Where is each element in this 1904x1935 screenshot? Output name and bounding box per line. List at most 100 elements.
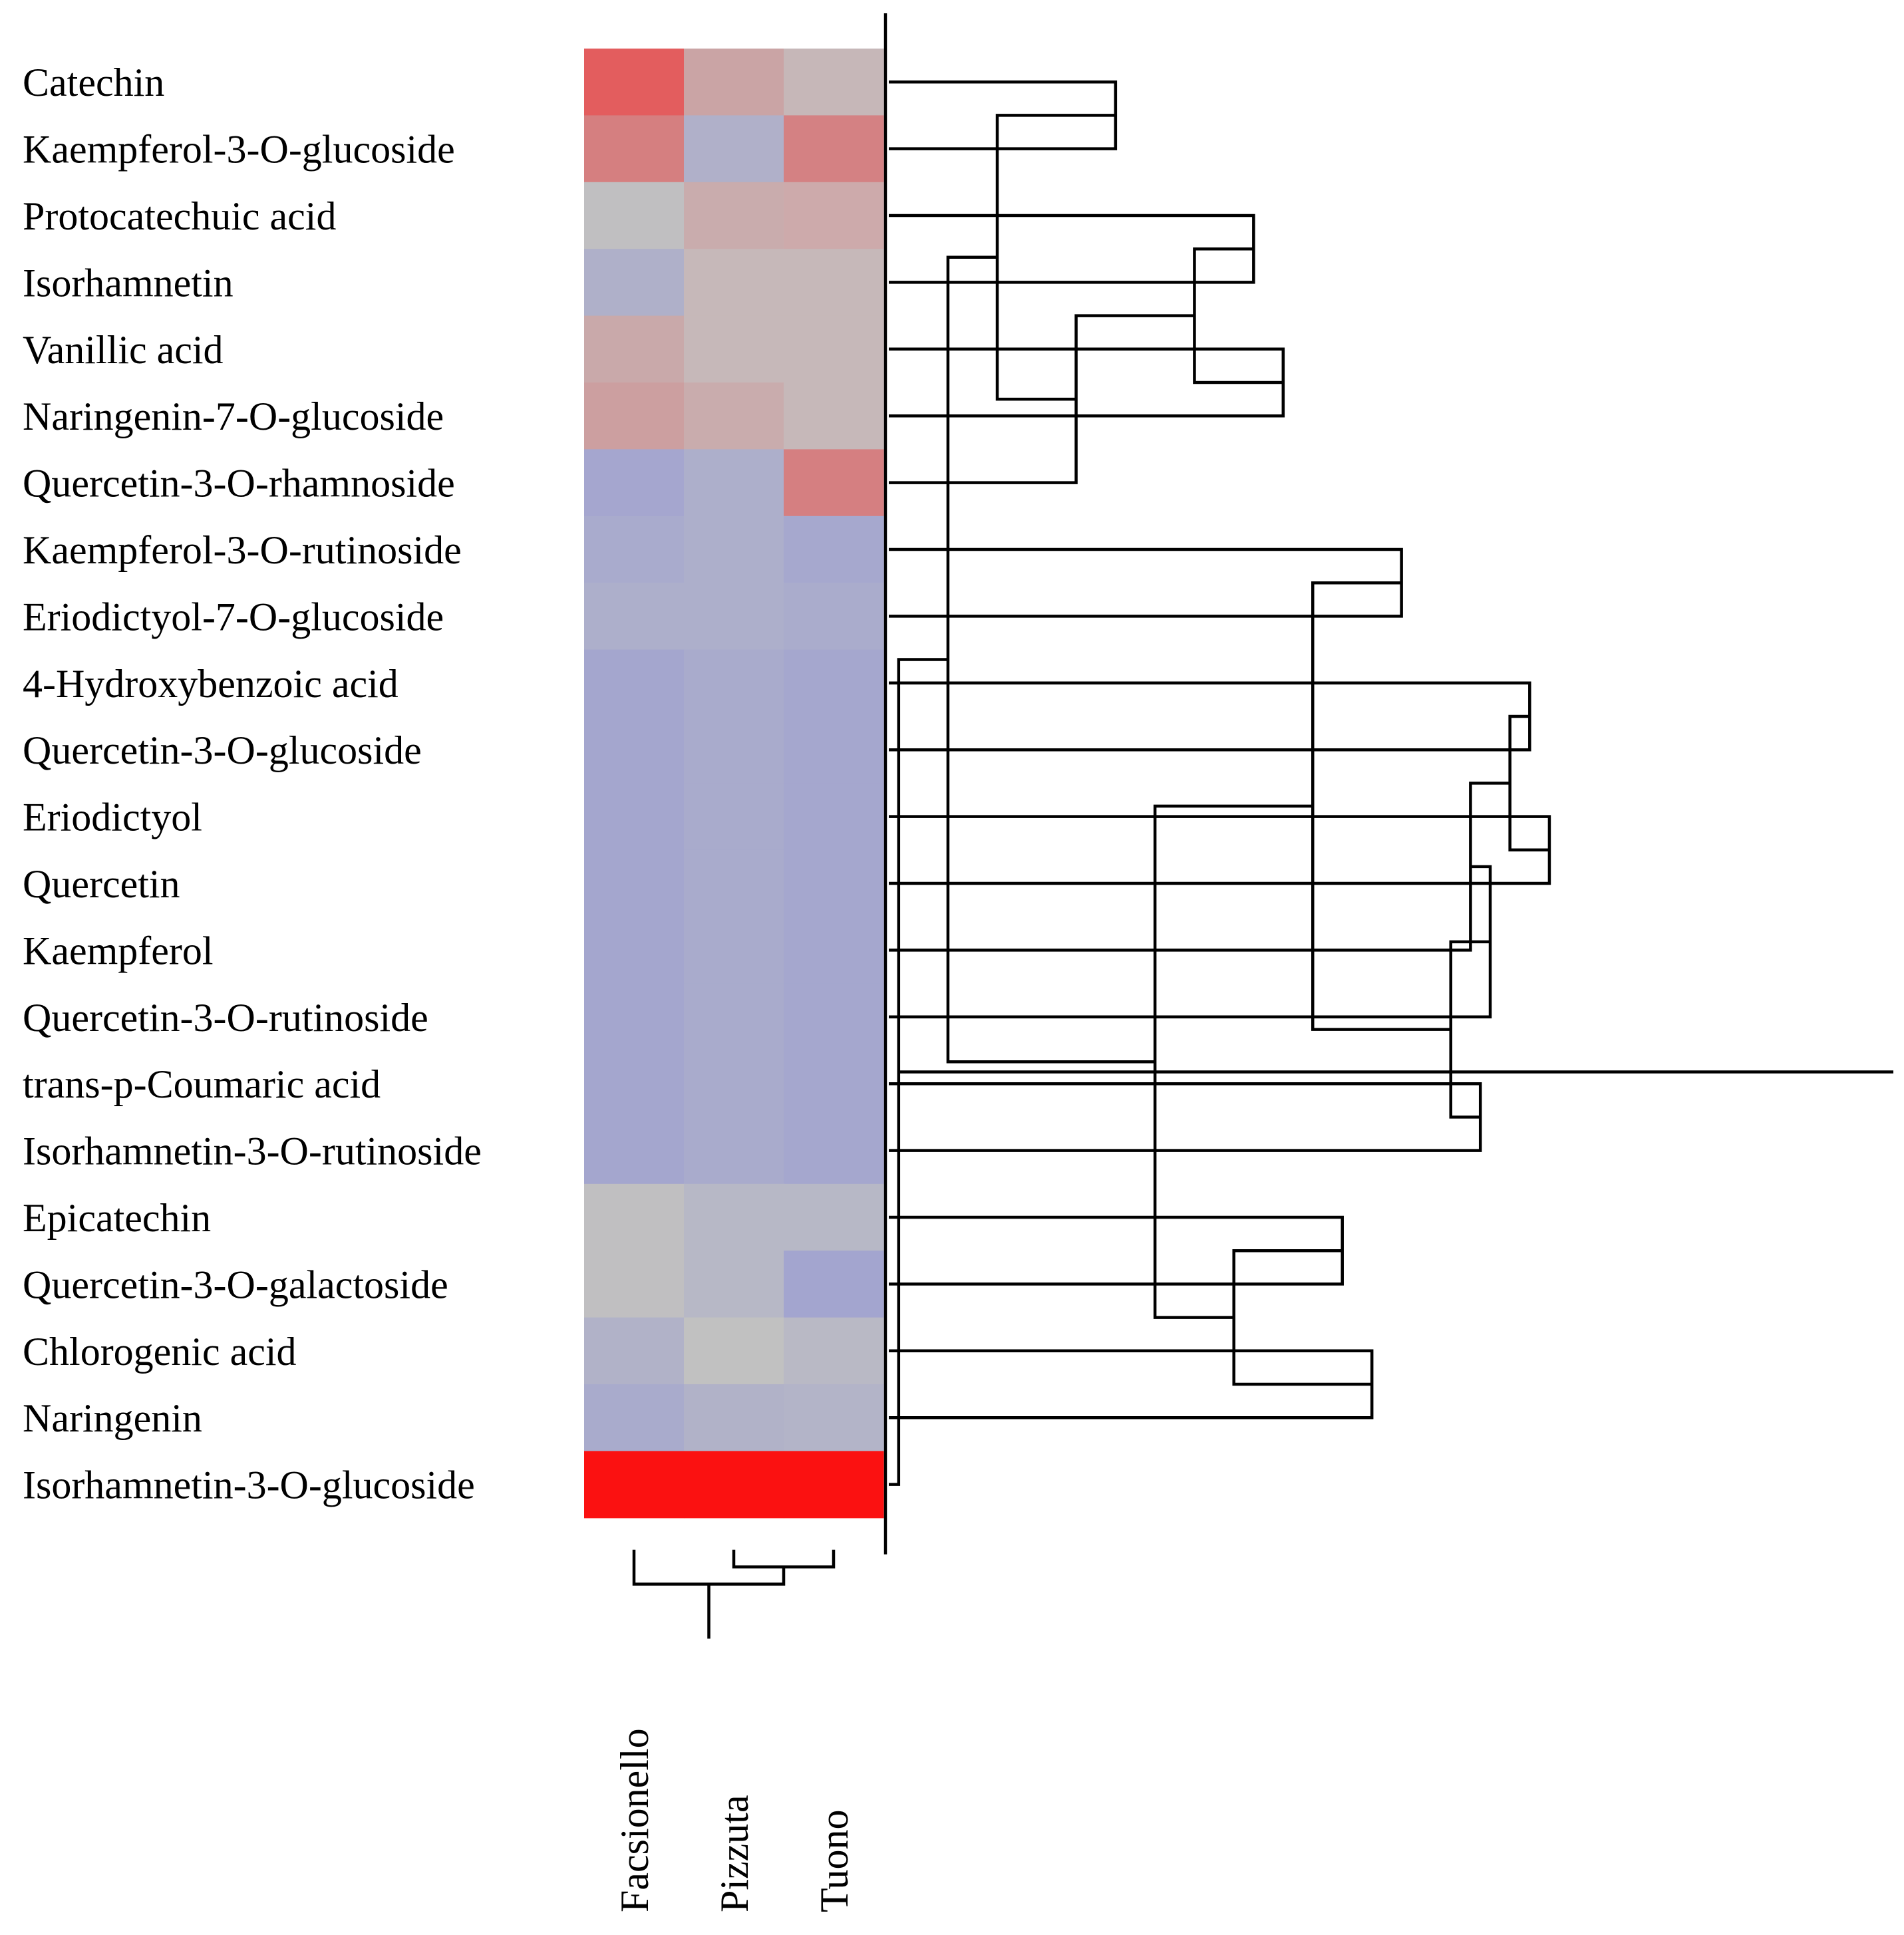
row-label: Kaempferol-3-O-glucoside [23,128,455,172]
heatmap-cell [584,1050,685,1117]
heatmap-cell [784,783,884,851]
heatmap-cell [584,1317,685,1385]
row-dendrogram-branch [1193,247,1283,384]
heatmap-cell [684,516,784,583]
column-label: Facsionello [613,1728,657,1912]
heatmap-cell [584,917,685,984]
heatmap-cell [584,182,685,249]
heatmap-cell [584,583,685,651]
heatmap-cell [684,315,784,383]
heatmap-cell [684,849,784,917]
heatmap-cell [784,182,884,249]
heatmap-cell [684,583,784,651]
row-label: Eriodictyol-7-O-glucoside [23,595,444,639]
heatmap-cell [584,1451,685,1519]
heatmap-cell [784,516,884,583]
heatmap-cell [584,49,685,116]
heatmap-cell [584,849,685,917]
heatmap-cell [584,983,685,1051]
heatmap-cell [784,382,884,450]
heatmap-cell [784,315,884,383]
column-dendrogram-branch [732,1549,836,1568]
heatmap-cell [684,917,784,984]
heatmap-cell [584,783,685,851]
heatmap-cell [684,1117,784,1185]
row-label: Vanillic acid [23,328,224,372]
row-label: 4-Hydroxybenzoic acid [23,662,398,706]
heatmap-cell [784,449,884,517]
heatmap-cell [684,649,784,717]
row-label: Quercetin-3-O-rutinoside [23,996,428,1040]
row-dendrogram [889,80,1893,1486]
heatmap-cell [784,1050,884,1117]
heatmap-cell [584,382,685,450]
heatmap-cell [684,382,784,450]
row-label: Catechin [23,61,164,104]
heatmap-cell [684,49,784,116]
heatmap-cell [584,115,685,183]
heatmap-cell [684,1050,784,1117]
row-dendrogram-branch [889,1082,1482,1152]
row-dendrogram-branch [946,255,1156,1064]
heatmap-cell [684,983,784,1051]
row-label: Quercetin-3-O-galactoside [23,1263,448,1306]
row-dendrogram-branch [889,865,1492,1019]
row-label: Quercetin-3-O-rhamnoside [23,462,455,506]
heatmap-cell [784,249,884,317]
row-label: Isorhamnetin-3-O-rutinoside [23,1129,482,1173]
row-dendrogram-branch [1449,940,1491,1119]
heatmap-cell [784,583,884,651]
row-label: Isorhamnetin-3-O-glucoside [23,1463,475,1507]
row-label: Isorhamnetin [23,261,234,305]
heatmap-cells [584,49,884,1519]
heatmap-cell [784,849,884,917]
heatmap-cell [584,1384,685,1451]
row-dendrogram-branch [995,114,1116,401]
heatmap-cell [784,1183,884,1251]
heatmap-cell [584,1183,685,1251]
row-dendrogram-branch [1232,1249,1372,1386]
row-dendrogram-branch [889,681,1531,752]
column-label: Tuono [812,1809,856,1912]
heatmap-cell [684,1251,784,1318]
row-labels: Catechin Kaempferol-3-O-glucoside Protocat… [23,61,482,1507]
heatmap-cell [684,716,784,784]
heatmap-cell [584,249,685,317]
heatmap-cell [784,983,884,1051]
row-label: Kaempferol-3-O-rutinoside [23,528,462,572]
row-label: Quercetin [23,862,180,906]
heatmap-cell [584,649,685,717]
heatmap-cell [584,716,685,784]
heatmap-cell [584,449,685,517]
heatmap-cell [584,1251,685,1318]
column-dendrogram [632,1549,836,1639]
heatmap-cell [584,315,685,383]
heatmap-cell [684,182,784,249]
heatmap-cell [684,1317,784,1385]
heatmap-cell [684,783,784,851]
row-label: Quercetin-3-O-glucoside [23,728,422,772]
heatmap-cell [784,649,884,717]
heatmap-cell [684,249,784,317]
heatmap-cell [684,449,784,517]
heatmap-cell [584,516,685,583]
heatmap-cell [784,1384,884,1451]
heatmap-cell [784,917,884,984]
row-label: trans-p-Coumaric acid [23,1062,381,1106]
row-dendrogram-branch [889,782,1510,952]
column-labels: Facsionello Pizzuta Tuono [613,1728,856,1912]
heatmap-cell [784,716,884,784]
row-label: Kaempferol [23,929,214,972]
heatmap-cell [684,1384,784,1451]
row-label: Epicatechin [23,1196,211,1240]
row-label: Chlorogenic acid [23,1330,297,1374]
row-dendrogram-branch [889,815,1551,885]
heatmap-cell [784,1251,884,1318]
heatmap-cell [584,1117,685,1185]
row-label: Naringenin [23,1396,202,1440]
heatmap-cell [784,1317,884,1385]
row-dendrogram-branch [1311,581,1451,1031]
row-label: Naringenin-7-O-glucoside [23,394,444,438]
